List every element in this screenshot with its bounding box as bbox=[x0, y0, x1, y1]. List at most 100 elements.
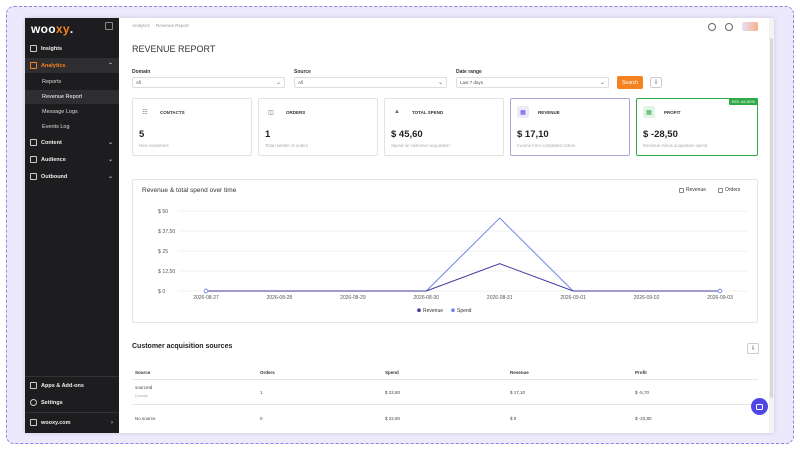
sidebar: woo xy. Insights Analytics ⌃ Reports Reve… bbox=[25, 18, 119, 433]
cell-profit: $ -5,70 bbox=[635, 390, 650, 395]
apps-icon bbox=[30, 382, 37, 389]
y-tick-label: $ 12,50 bbox=[158, 269, 175, 275]
table-divider bbox=[132, 404, 758, 405]
revenue-card: ▦ REVENUE $ 17,10 Income from completed … bbox=[510, 98, 630, 156]
x-tick-label: 2026-09-01 bbox=[560, 295, 586, 301]
sidebar-divider bbox=[25, 412, 119, 413]
source-select-value: All bbox=[298, 80, 304, 85]
chevron-down-icon: ⌄ bbox=[107, 140, 113, 146]
app-window: woo xy. Insights Analytics ⌃ Reports Reve… bbox=[25, 18, 774, 433]
card-value: 5 bbox=[139, 129, 145, 140]
card-value: 1 bbox=[265, 129, 271, 140]
cell-orders: 0 bbox=[260, 416, 263, 421]
card-label: REVENUE bbox=[538, 110, 560, 115]
cell-profit: $ -22,80 bbox=[635, 416, 652, 421]
top-toolbar bbox=[708, 22, 758, 31]
col-header-profit[interactable]: Profit bbox=[635, 370, 647, 375]
card-description: Revenue minus acquisition spend bbox=[643, 143, 708, 148]
chevron-down-icon: ⌄ bbox=[275, 80, 281, 86]
notifications-icon[interactable] bbox=[708, 22, 716, 31]
col-header-revenue[interactable]: Revenue bbox=[510, 370, 529, 375]
toggle-label: Revenue bbox=[686, 187, 707, 193]
data-point bbox=[203, 288, 209, 294]
page-title: REVENUE REPORT bbox=[132, 44, 216, 54]
contacts-card: ☷ CONTACTS 5 New customers bbox=[132, 98, 252, 156]
logo[interactable]: woo xy. bbox=[31, 21, 74, 37]
sidebar-item-label: Apps & Add-ons bbox=[41, 382, 84, 389]
chat-button[interactable] bbox=[751, 398, 768, 415]
date-range-label: Date range bbox=[456, 69, 482, 75]
x-tick-label: 2026-09-02 bbox=[634, 295, 660, 301]
revenue-toggle[interactable]: Revenue bbox=[679, 187, 706, 193]
domain-select-value: All bbox=[136, 80, 142, 85]
sidebar-subitem-revenue-report[interactable]: Revenue Report bbox=[25, 90, 119, 104]
search-button[interactable]: Search bbox=[617, 76, 643, 89]
cart-icon: ◫ bbox=[268, 109, 274, 116]
avatar[interactable] bbox=[742, 22, 758, 31]
scrollbar[interactable] bbox=[769, 18, 774, 433]
content-icon bbox=[30, 139, 37, 146]
card-label: PROFIT bbox=[664, 110, 681, 115]
source-select[interactable]: All ⌄ bbox=[294, 77, 447, 88]
sidebar-item-label: Content bbox=[41, 139, 62, 146]
y-tick-label: $ 0 bbox=[158, 289, 165, 295]
sidebar-item-settings[interactable]: Settings bbox=[25, 395, 119, 410]
workspace-icon bbox=[30, 419, 37, 426]
chevron-right-icon: › bbox=[111, 419, 113, 426]
col-header-orders[interactable]: Orders bbox=[260, 370, 275, 375]
logo-text: woo bbox=[31, 22, 56, 36]
y-tick-label: $ 25 bbox=[158, 249, 168, 255]
col-header-spend[interactable]: Spend bbox=[385, 370, 399, 375]
card-value: $ 17,10 bbox=[517, 129, 549, 140]
x-tick-label: 2026-08-29 bbox=[340, 295, 366, 301]
chevron-down-icon: ⌄ bbox=[437, 80, 443, 86]
domain-label: Domain bbox=[132, 69, 151, 75]
revenue-icon: ▦ bbox=[517, 106, 529, 118]
sidebar-item-insights[interactable]: Insights bbox=[25, 41, 119, 56]
total-spend-card: ▲ TOTAL SPEND $ 45,60 Spend on customer … bbox=[384, 98, 504, 156]
legend-label: Revenue bbox=[423, 308, 443, 314]
help-icon[interactable] bbox=[725, 22, 733, 31]
checkbox-icon bbox=[679, 187, 684, 193]
legend-marker bbox=[417, 308, 421, 312]
collapse-sidebar-icon[interactable] bbox=[105, 22, 113, 30]
cell-revenue: $ 0 bbox=[510, 416, 517, 421]
x-tick-label: 2026-08-31 bbox=[487, 295, 513, 301]
export-icon[interactable]: ⇩ bbox=[747, 343, 759, 354]
sidebar-item-label: Settings bbox=[41, 399, 63, 406]
roi-badge: ROI -62,50% bbox=[728, 98, 758, 105]
profit-card: ROI -62,50% ▦ PROFIT $ -28,50 Revenue mi… bbox=[636, 98, 758, 156]
date-range-select[interactable]: Last 7 days ⌄ bbox=[456, 77, 609, 88]
series-line-revenue bbox=[206, 263, 720, 292]
breadcrumb-item[interactable]: Analytics bbox=[132, 23, 151, 28]
card-description: Income from completed orders bbox=[517, 143, 576, 148]
gear-icon bbox=[30, 399, 37, 406]
sidebar-item-outbound[interactable]: Outbound ⌄ bbox=[25, 169, 119, 184]
y-tick-label: $ 50 bbox=[158, 209, 168, 215]
date-range-select-value: Last 7 days bbox=[460, 80, 484, 85]
cell-source-sub: Domain bbox=[135, 394, 149, 398]
data-point bbox=[717, 288, 723, 294]
sidebar-subitem-events-log[interactable]: Events Log bbox=[42, 124, 70, 130]
scrollbar-thumb[interactable] bbox=[770, 38, 773, 398]
spend-icon: ▲ bbox=[394, 109, 400, 115]
sidebar-item-content[interactable]: Content ⌄ bbox=[25, 135, 119, 150]
sidebar-item-audience[interactable]: Audience ⌄ bbox=[25, 152, 119, 167]
x-tick-label: 2026-08-27 bbox=[193, 295, 219, 301]
chevron-up-icon: ⌃ bbox=[107, 63, 113, 69]
export-icon[interactable]: ⇩ bbox=[650, 77, 662, 88]
sidebar-subitem-message-logs[interactable]: Message Logs bbox=[42, 109, 78, 115]
orders-toggle[interactable]: Orders bbox=[718, 187, 740, 193]
sidebar-item-label: Outbound bbox=[41, 173, 68, 180]
sidebar-subitem-reports[interactable]: Reports bbox=[42, 79, 62, 85]
logo-accent: xy bbox=[55, 22, 70, 36]
card-description: Total number of orders bbox=[265, 143, 308, 148]
outbound-icon bbox=[30, 173, 37, 180]
domain-select[interactable]: All ⌄ bbox=[132, 77, 285, 88]
sidebar-item-analytics[interactable]: Analytics ⌃ bbox=[25, 58, 119, 73]
sidebar-item-apps[interactable]: Apps & Add-ons bbox=[25, 378, 119, 393]
col-header-source[interactable]: Source bbox=[135, 370, 151, 375]
sidebar-item-workspace[interactable]: wooxy.com › bbox=[25, 415, 119, 430]
checkbox-icon bbox=[718, 187, 723, 193]
card-label: TOTAL SPEND bbox=[412, 110, 444, 115]
